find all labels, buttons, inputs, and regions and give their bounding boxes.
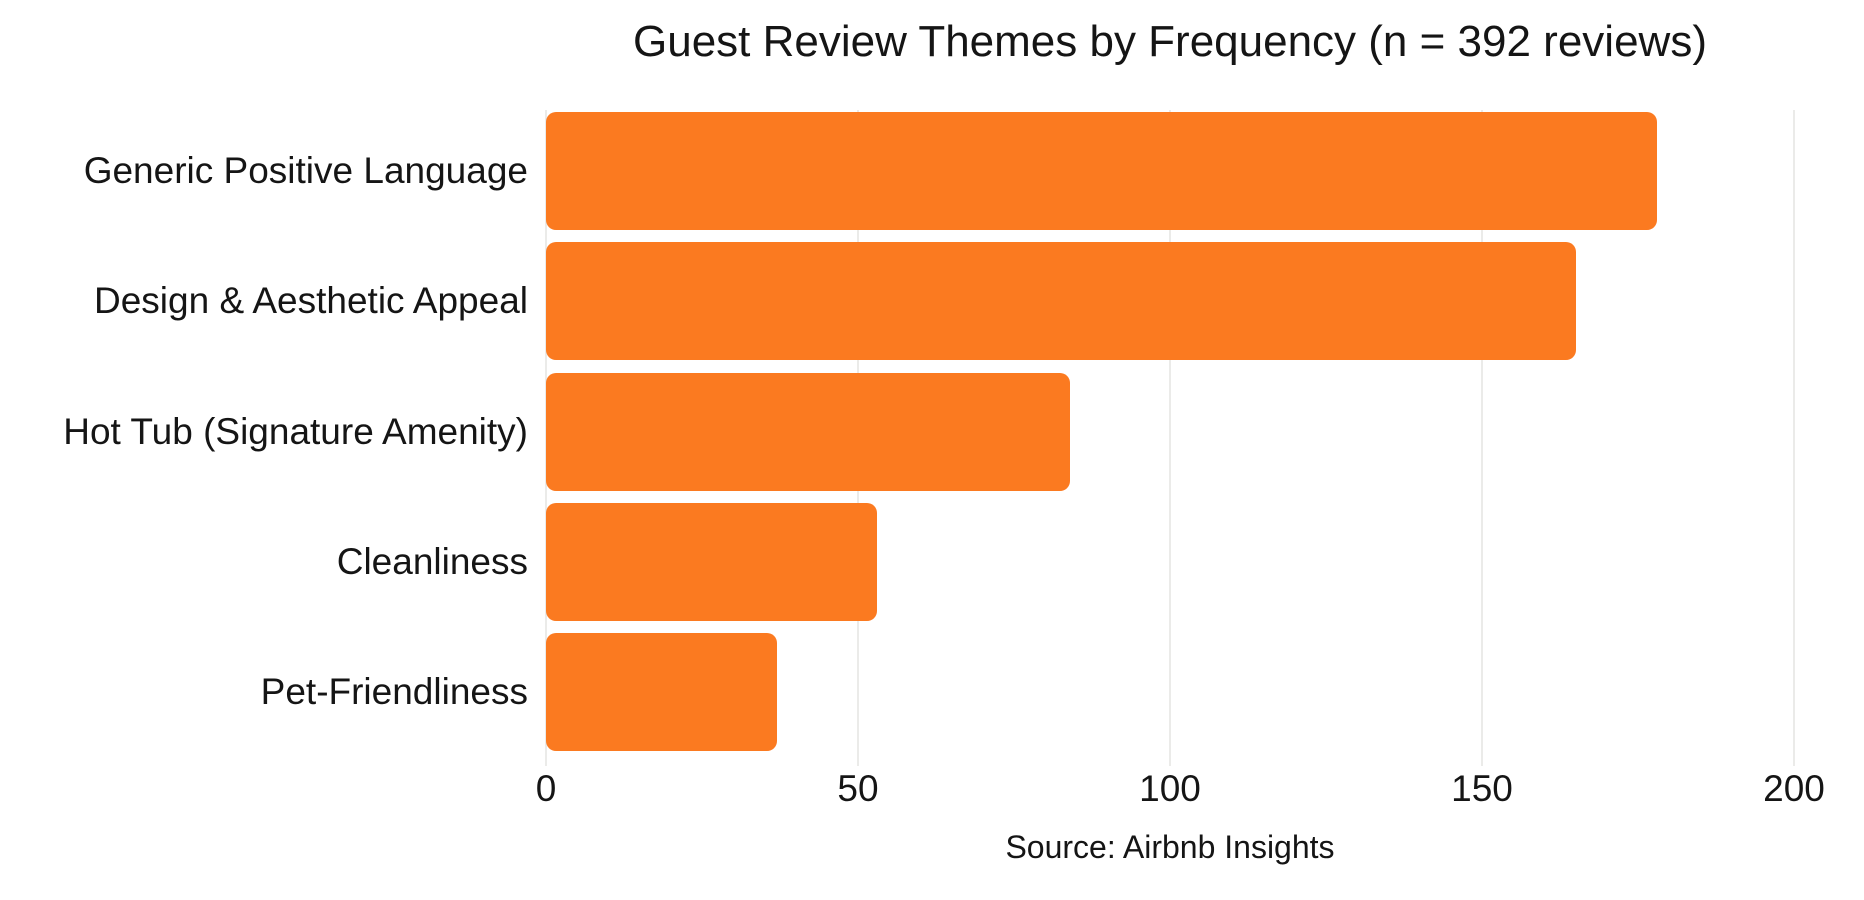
chart-title: Guest Review Themes by Frequency (n = 39… xyxy=(633,17,1707,66)
category-label: Design & Aesthetic Appeal xyxy=(93,280,528,322)
bar xyxy=(546,633,777,751)
x-tick-label: 0 xyxy=(535,768,557,809)
category-label: Cleanliness xyxy=(336,540,528,582)
source-note: Source: Airbnb Insights xyxy=(1005,829,1335,865)
category-label: Hot Tub (Signature Amenity) xyxy=(63,410,528,452)
gridline xyxy=(1481,110,1483,766)
gridline xyxy=(1793,110,1795,766)
x-tick-label: 50 xyxy=(837,768,879,809)
x-tick-label: 100 xyxy=(1139,768,1201,809)
bar xyxy=(546,112,1657,230)
category-label: Pet-Friendliness xyxy=(260,671,528,712)
x-tick-label: 150 xyxy=(1451,768,1513,809)
bar xyxy=(546,242,1576,361)
bar xyxy=(546,372,1071,491)
x-tick-label: 200 xyxy=(1763,768,1825,809)
category-label: Generic Positive Language xyxy=(83,150,528,191)
gridline xyxy=(1169,110,1171,766)
bar xyxy=(546,502,877,621)
